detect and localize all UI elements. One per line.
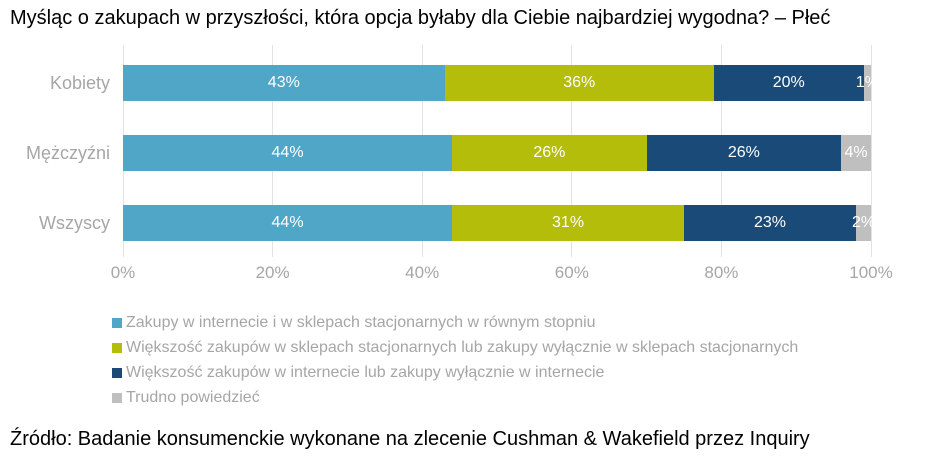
bar-value-label: 4% xyxy=(844,144,868,161)
bar-value-label: 44% xyxy=(271,214,304,231)
gridline xyxy=(870,45,872,257)
source-note: Źródło: Badanie konsumenckie wykonane na… xyxy=(10,428,810,450)
x-tick-label: 0% xyxy=(110,263,136,282)
bar-value-label: 23% xyxy=(754,214,787,231)
bar-value-label: 20% xyxy=(772,74,805,91)
bar-value-label: 26% xyxy=(727,144,760,161)
legend-item: Trudno powiedzieć xyxy=(112,385,798,410)
x-tick-label: 100% xyxy=(849,263,893,282)
chart-title: Myśląc o zakupach w przyszłości, która o… xyxy=(10,7,831,29)
bar-value-label: 44% xyxy=(271,144,304,161)
bar-value-label: 36% xyxy=(563,74,596,91)
legend-item: Większość zakupów w sklepach stacjonarny… xyxy=(112,335,798,360)
bar-segment xyxy=(841,135,871,171)
plot-area: 0% 20% 40% 60% 80% 100% Kobiety 43% 36% 20% 1% Mężc… xyxy=(25,45,893,282)
bar-segment xyxy=(123,65,445,101)
bar-value-label: 43% xyxy=(267,74,300,91)
bar-segment xyxy=(856,205,871,241)
legend-label: Większość zakupów w sklepach stacjonarny… xyxy=(126,338,799,356)
legend-label: Zakupy w internecie i w sklepach stacjon… xyxy=(126,313,596,331)
legend-label: Większość zakupów w internecie lub zakup… xyxy=(126,363,605,381)
bar-segment xyxy=(646,135,842,171)
legend: Zakupy w internecie i w sklepach stacjon… xyxy=(112,310,798,410)
legend-marker xyxy=(112,317,122,328)
bar-row: 44% 31% 23% 2% xyxy=(123,205,875,241)
legend-item: Większość zakupów w internecie lub zakup… xyxy=(112,360,798,385)
bar-segment xyxy=(444,65,714,101)
legend-item: Zakupy w internecie i w sklepach stacjon… xyxy=(112,310,798,335)
bar-segment xyxy=(863,65,871,101)
bar-segment xyxy=(123,135,453,171)
bar-segment xyxy=(713,65,864,101)
bar-segment xyxy=(684,205,857,241)
x-tick-label: 80% xyxy=(704,263,739,282)
bar-segment xyxy=(452,205,684,241)
bar-value-label: 26% xyxy=(533,144,566,161)
legend-label: Trudno powiedzieć xyxy=(126,388,260,406)
x-tick-label: 60% xyxy=(554,263,589,282)
legend-marker xyxy=(112,342,122,353)
bar-segment xyxy=(452,135,647,171)
x-tick-label: 20% xyxy=(255,263,290,282)
bar-segment xyxy=(123,205,453,241)
bar-value-label: 1% xyxy=(855,74,879,91)
legend-marker xyxy=(112,392,122,403)
category-label: Kobiety xyxy=(49,73,110,93)
legend-marker xyxy=(112,367,122,378)
category-label: Mężczyźni xyxy=(25,143,110,163)
bar-row: 43% 36% 20% 1% xyxy=(123,65,879,101)
bar-value-label: 2% xyxy=(851,214,876,231)
bar-value-label: 31% xyxy=(552,214,585,231)
bar-row: 44% 26% 26% 4% xyxy=(123,135,871,171)
x-tick-label: 40% xyxy=(405,263,440,282)
category-label: Wszyscy xyxy=(39,213,110,233)
